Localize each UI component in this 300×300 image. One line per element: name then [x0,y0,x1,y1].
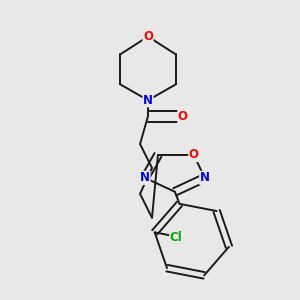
Text: O: O [189,148,199,161]
Text: N: N [200,171,210,184]
Text: O: O [143,30,153,43]
Text: O: O [178,110,188,123]
Text: N: N [143,94,153,107]
Text: N: N [140,171,150,184]
Text: Cl: Cl [170,231,182,244]
